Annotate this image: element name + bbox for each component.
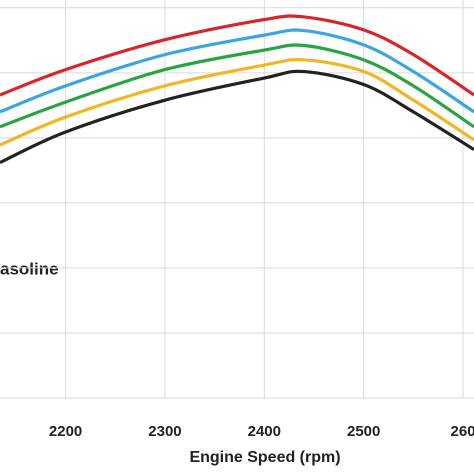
x-tick-label: 2200 — [49, 423, 82, 440]
annotation: asoline — [0, 259, 59, 278]
line-series — [0, 69, 474, 165]
line-series — [0, 28, 474, 114]
x-tick-label: 260 — [451, 423, 474, 440]
x-tick-label: 2300 — [148, 423, 181, 440]
line-series — [0, 43, 474, 129]
x-tick-label: 2400 — [248, 423, 281, 440]
line-series — [0, 14, 474, 97]
x-tick-label: 2500 — [347, 423, 380, 440]
x-axis-label: Engine Speed (rpm) — [189, 449, 340, 466]
line-series — [0, 57, 474, 147]
